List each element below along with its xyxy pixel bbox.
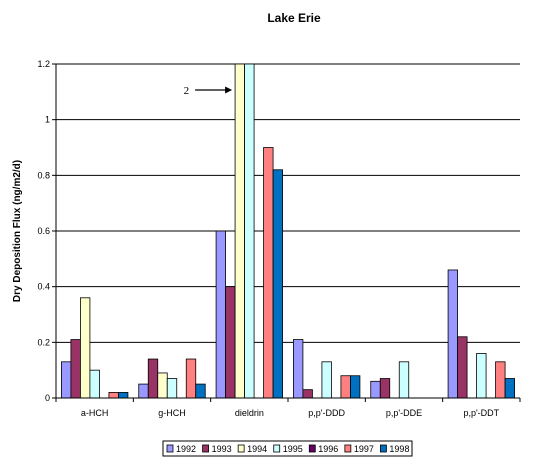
bar [61, 362, 71, 398]
bar [505, 379, 515, 398]
bar [371, 381, 381, 398]
bar [264, 148, 274, 399]
bar [322, 362, 332, 398]
legend-swatch [274, 445, 280, 452]
annotation-arrow-head [225, 87, 232, 94]
legend-swatch [345, 445, 351, 452]
legend-swatch [309, 445, 315, 452]
bar [90, 370, 100, 398]
category-label: p,p'-DDD [308, 408, 345, 418]
bar [216, 231, 226, 398]
legend: 1992 1993 1994 1995 1996 1997 1998 [163, 441, 412, 456]
bar [341, 376, 351, 398]
category-label: g-HCH [158, 408, 186, 418]
annotation-text: 2 [184, 85, 190, 97]
bar [148, 359, 158, 398]
category-label: dieldrin [235, 408, 264, 418]
bar [496, 362, 506, 398]
y-tick-label: 0 [45, 393, 50, 403]
bar [186, 359, 196, 398]
y-tick-label: 0.8 [37, 170, 50, 180]
y-ticks: 0 0.2 0.4 0.6 0.8 1 1.2 [37, 59, 56, 403]
bar [303, 390, 313, 398]
bar [350, 376, 360, 398]
legend-label: 1996 [318, 444, 338, 454]
y-tick-label: 0.4 [37, 282, 50, 292]
y-axis-label: Dry Deposition Flux (ng/m2/d) [12, 160, 23, 302]
bar [71, 340, 81, 398]
bar [235, 64, 245, 398]
legend-label: 1992 [176, 444, 196, 454]
legend-label: 1993 [212, 444, 232, 454]
y-tick-label: 1.2 [37, 59, 50, 69]
legend-label: 1994 [247, 444, 267, 454]
y-tick-label: 0.6 [37, 226, 50, 236]
bar [80, 298, 90, 398]
legend-label: 1997 [354, 444, 374, 454]
chart-title: Lake Erie [267, 11, 321, 25]
bar [293, 340, 303, 398]
bar [118, 392, 128, 398]
bar [399, 362, 409, 398]
legend-swatch [380, 445, 386, 452]
bar [273, 170, 283, 398]
bar [226, 287, 236, 398]
legend-label: 1995 [283, 444, 303, 454]
bar [448, 270, 458, 398]
bar [167, 379, 177, 398]
bar [196, 384, 206, 398]
category-label: a-HCH [81, 408, 109, 418]
bar [380, 379, 390, 398]
category-label: p,p'-DDT [463, 408, 499, 418]
annotation: 2 [184, 85, 233, 97]
y-tick-label: 1 [45, 115, 50, 125]
bar [158, 373, 168, 398]
legend-swatch [238, 445, 244, 452]
legend-swatch [167, 445, 173, 452]
legend-label: 1998 [389, 444, 409, 454]
bar [139, 384, 149, 398]
legend-swatch [203, 445, 209, 452]
category-labels: a-HCH g-HCH dieldrin p,p'-DDD p,p'-DDE p,p'-D… [81, 408, 500, 418]
bar [245, 64, 255, 398]
category-label: p,p'-DDE [386, 408, 422, 418]
bar [477, 353, 487, 398]
bar [458, 337, 468, 398]
y-tick-label: 0.2 [37, 337, 50, 347]
bar [109, 392, 119, 398]
